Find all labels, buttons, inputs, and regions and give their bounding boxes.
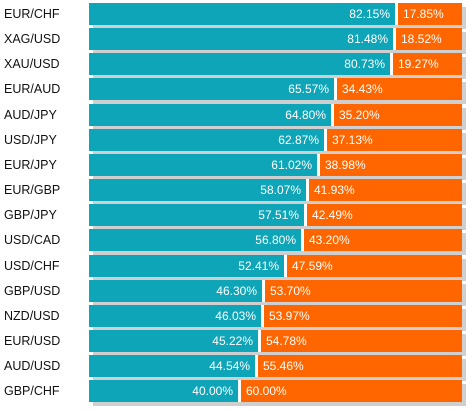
short-bar: 47.59%	[287, 255, 462, 277]
bar-row: 52.41% 47.59%	[89, 255, 462, 277]
long-bar: 80.73%	[89, 53, 390, 75]
category-label: GBP/JPY	[4, 208, 57, 222]
bar-row: 45.22% 54.78%	[89, 330, 462, 352]
category-label: AUD/JPY	[4, 108, 57, 122]
short-bar: 19.27%	[393, 53, 462, 75]
category-label: USD/CHF	[4, 259, 60, 273]
long-bar: 46.30%	[89, 280, 262, 302]
short-bar: 60.00%	[241, 380, 462, 402]
short-bar: 35.20%	[334, 104, 462, 126]
long-bar: 64.80%	[89, 104, 331, 126]
bar-row: 40.00% 60.00%	[89, 380, 462, 402]
short-bar: 53.97%	[264, 305, 462, 327]
category-label: GBP/USD	[4, 284, 61, 298]
long-bar: 58.07%	[89, 179, 306, 201]
long-bar: 81.48%	[89, 28, 393, 50]
bar-row: 62.87% 37.13%	[89, 129, 462, 151]
short-bar: 43.20%	[304, 229, 462, 251]
bar-row: 46.30% 53.70%	[89, 280, 462, 302]
short-bar: 17.85%	[398, 3, 462, 25]
category-label: USD/CAD	[4, 233, 61, 247]
bar-row: 44.54% 55.46%	[89, 355, 462, 377]
bar-row: 80.73% 19.27%	[89, 53, 462, 75]
category-label: XAG/USD	[4, 32, 61, 46]
short-bar: 54.78%	[261, 330, 462, 352]
long-bar: 57.51%	[89, 204, 304, 226]
short-bar: 18.52%	[396, 28, 462, 50]
category-label: GBP/CHF	[4, 384, 60, 398]
category-label: USD/JPY	[4, 133, 57, 147]
bar-row: 82.15% 17.85%	[89, 3, 462, 25]
bar-row: 61.02% 38.98%	[89, 154, 462, 176]
long-bar: 52.41%	[89, 255, 284, 277]
category-label: EUR/CHF	[4, 7, 60, 21]
long-bar: 46.03%	[89, 305, 261, 327]
category-label: EUR/JPY	[4, 158, 57, 172]
bar-row: 64.80% 35.20%	[89, 104, 462, 126]
long-bar: 45.22%	[89, 330, 258, 352]
category-label: AUD/USD	[4, 359, 61, 373]
bar-row: 46.03% 53.97%	[89, 305, 462, 327]
category-label: EUR/GBP	[4, 183, 61, 197]
category-label: EUR/AUD	[4, 82, 61, 96]
long-bar: 62.87%	[89, 129, 324, 151]
category-label: NZD/USD	[4, 309, 60, 323]
category-label: EUR/USD	[4, 334, 61, 348]
short-bar: 53.70%	[265, 280, 462, 302]
long-bar: 82.15%	[89, 3, 395, 25]
short-bar: 42.49%	[307, 204, 462, 226]
long-bar: 56.80%	[89, 229, 301, 251]
long-bar: 65.57%	[89, 78, 334, 100]
long-bar: 44.54%	[89, 355, 255, 377]
short-bar: 34.43%	[337, 78, 462, 100]
short-bar: 55.46%	[258, 355, 462, 377]
short-bar: 41.93%	[309, 179, 462, 201]
short-bar: 38.98%	[320, 154, 462, 176]
bar-row: 56.80% 43.20%	[89, 229, 462, 251]
bar-row: 58.07% 41.93%	[89, 179, 462, 201]
bar-row: 81.48% 18.52%	[89, 28, 462, 50]
short-bar: 37.13%	[327, 129, 462, 151]
long-bar: 40.00%	[89, 380, 238, 402]
bar-row: 65.57% 34.43%	[89, 78, 462, 100]
bar-row: 57.51% 42.49%	[89, 204, 462, 226]
category-label: XAU/USD	[4, 57, 60, 71]
long-bar: 61.02%	[89, 154, 317, 176]
